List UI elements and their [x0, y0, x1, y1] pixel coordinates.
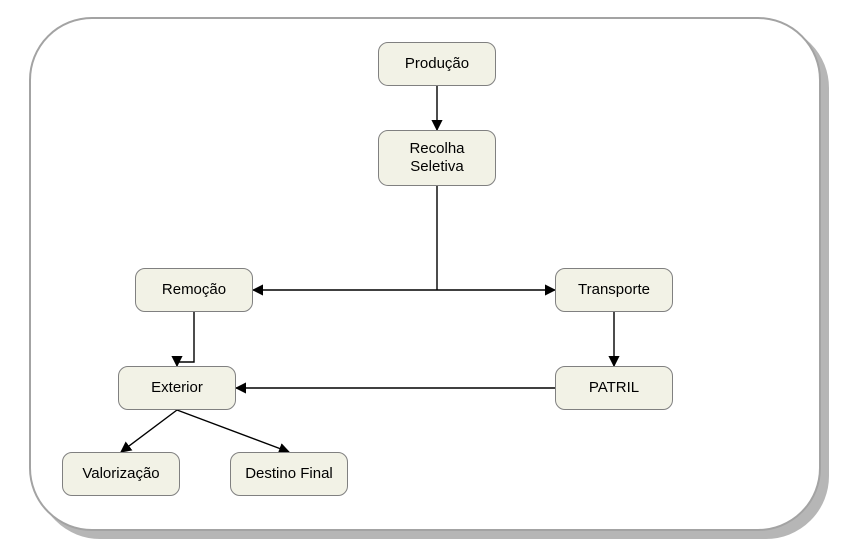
node-exterior: Exterior: [118, 366, 236, 410]
node-transporte: Transporte: [555, 268, 673, 312]
diagram-canvas: Produção Recolha Seletiva Remoção Transport…: [0, 0, 851, 552]
node-recolha: Recolha Seletiva: [378, 130, 496, 186]
node-remocao: Remoção: [135, 268, 253, 312]
node-destinofinal: Destino Final: [230, 452, 348, 496]
node-valorizacao: Valorização: [62, 452, 180, 496]
node-producao: Produção: [378, 42, 496, 86]
node-patril: PATRIL: [555, 366, 673, 410]
